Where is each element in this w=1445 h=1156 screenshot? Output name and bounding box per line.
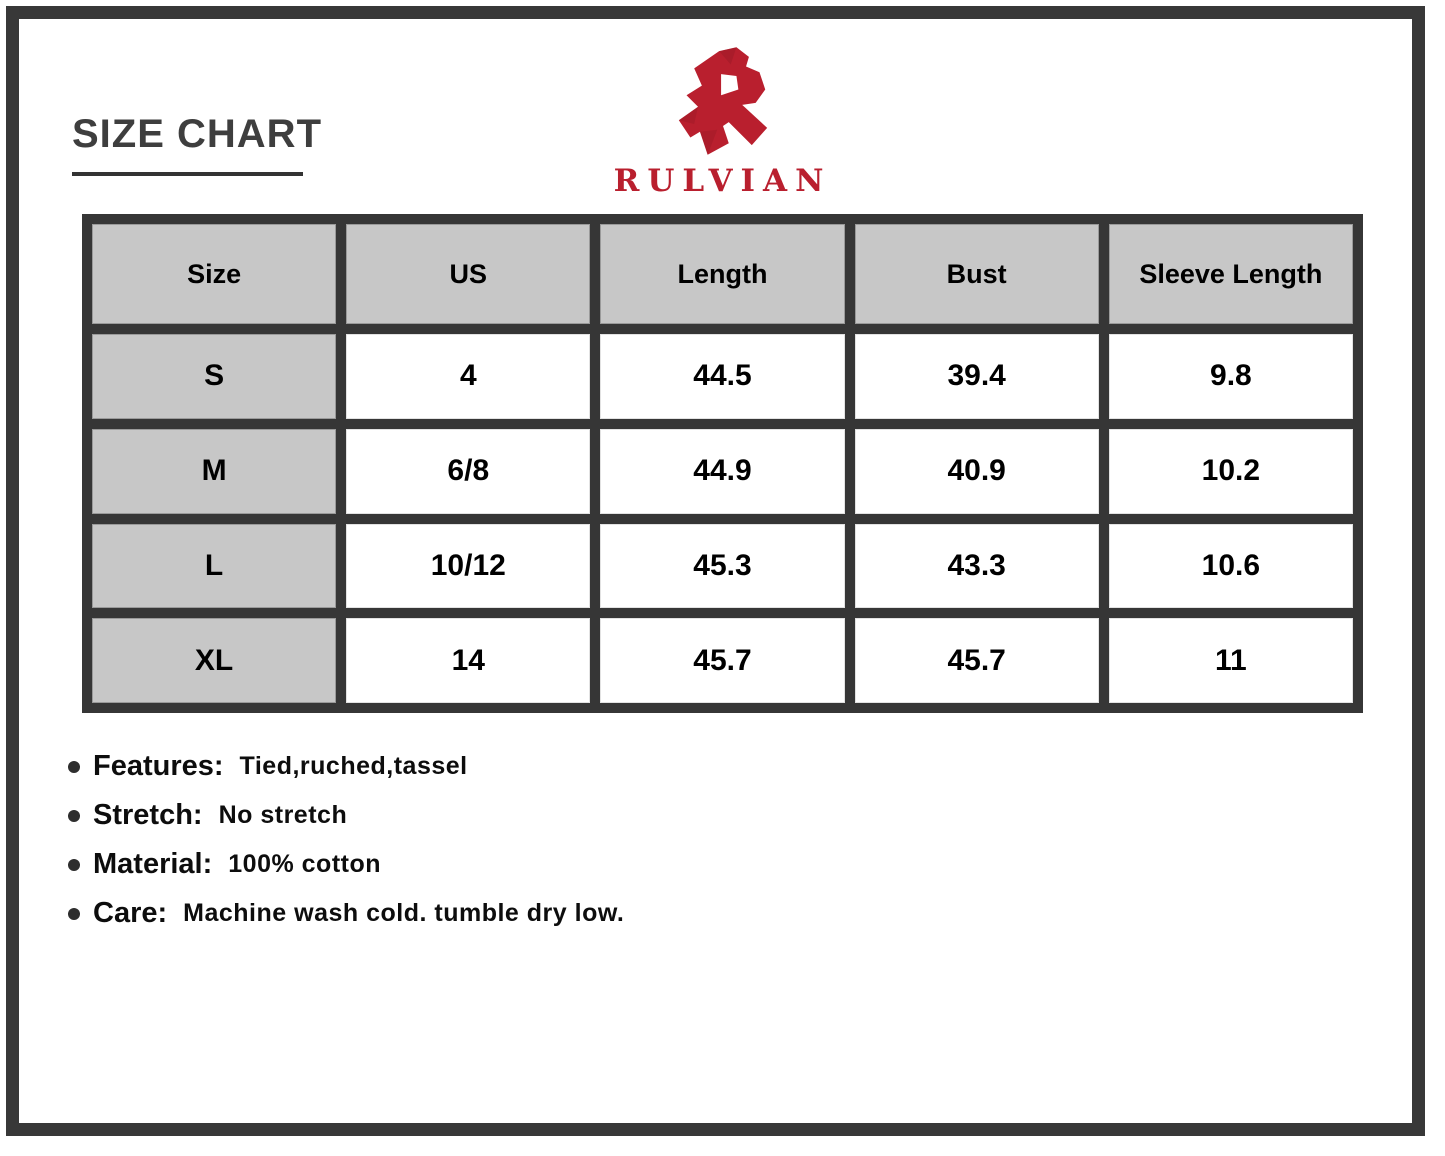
list-item-material: Material: 100% cotton [68, 848, 624, 881]
cell-us: 6/8 [346, 428, 591, 514]
cell-sleeve-length: 10.6 [1108, 523, 1353, 609]
cell-bust: 39.4 [854, 334, 1099, 419]
cell-size: L [92, 523, 337, 609]
detail-label: Material: [93, 848, 213, 880]
page-title: SIZE CHART [72, 112, 322, 156]
cell-length: 44.5 [600, 334, 845, 419]
cell-us: 4 [346, 334, 591, 419]
detail-value: 100% cotton [228, 850, 382, 878]
header-sleeve-length: Sleeve Length [1108, 224, 1353, 324]
cell-sleeve-length: 9.8 [1108, 334, 1353, 419]
list-item-features: Features: Tied,ruched,tassel [68, 750, 624, 783]
cell-length: 45.7 [600, 618, 845, 703]
cell-size: XL [92, 618, 337, 703]
product-details-list: Features: Tied,ruched,tassel Stretch: No… [68, 750, 624, 946]
brand-name: RULVIAN [613, 163, 832, 199]
cell-size: S [92, 334, 337, 419]
header-size: Size [92, 224, 337, 324]
bullet-icon [68, 809, 80, 822]
detail-value: No stretch [218, 801, 348, 829]
detail-value: Tied,ruched,tassel [239, 752, 468, 780]
title-block: SIZE CHART [72, 112, 322, 176]
list-item-stretch: Stretch: No stretch [68, 799, 624, 832]
cell-us: 14 [346, 618, 591, 703]
cell-size: M [92, 428, 337, 514]
cell-bust: 43.3 [854, 523, 1099, 609]
title-underline [72, 172, 303, 176]
cell-sleeve-length: 10.2 [1108, 428, 1353, 514]
cell-bust: 40.9 [854, 428, 1099, 514]
table-row: XL 14 45.7 45.7 11 [92, 618, 1353, 703]
header-bust: Bust [854, 224, 1099, 324]
table-row: M 6/8 44.9 40.9 10.2 [92, 428, 1353, 514]
table-row: L 10/12 45.3 43.3 10.6 [92, 523, 1353, 609]
table-row: S 4 44.5 39.4 9.8 [92, 334, 1353, 419]
bullet-icon [68, 760, 80, 773]
header-length: Length [600, 224, 845, 324]
brand-r-monogram-icon [675, 46, 771, 156]
cell-us: 10/12 [346, 523, 591, 609]
detail-label: Features: [93, 750, 224, 782]
cell-bust: 45.7 [854, 618, 1099, 703]
table-header-row: Size US Length Bust Sleeve Length [92, 224, 1353, 324]
bullet-icon [68, 907, 80, 920]
cell-length: 45.3 [600, 523, 845, 609]
header-us: US [346, 224, 591, 324]
brand-logo: RULVIAN [563, 46, 883, 199]
detail-label: Care: [93, 897, 168, 929]
detail-label: Stretch: [93, 799, 203, 831]
size-chart-table: Size US Length Bust Sleeve Length S 4 44… [82, 214, 1363, 713]
cell-sleeve-length: 11 [1108, 618, 1353, 703]
cell-length: 44.9 [600, 428, 845, 514]
bullet-icon [68, 858, 80, 871]
list-item-care: Care: Machine wash cold. tumble dry low. [68, 897, 624, 930]
detail-value: Machine wash cold. tumble dry low. [183, 899, 625, 927]
